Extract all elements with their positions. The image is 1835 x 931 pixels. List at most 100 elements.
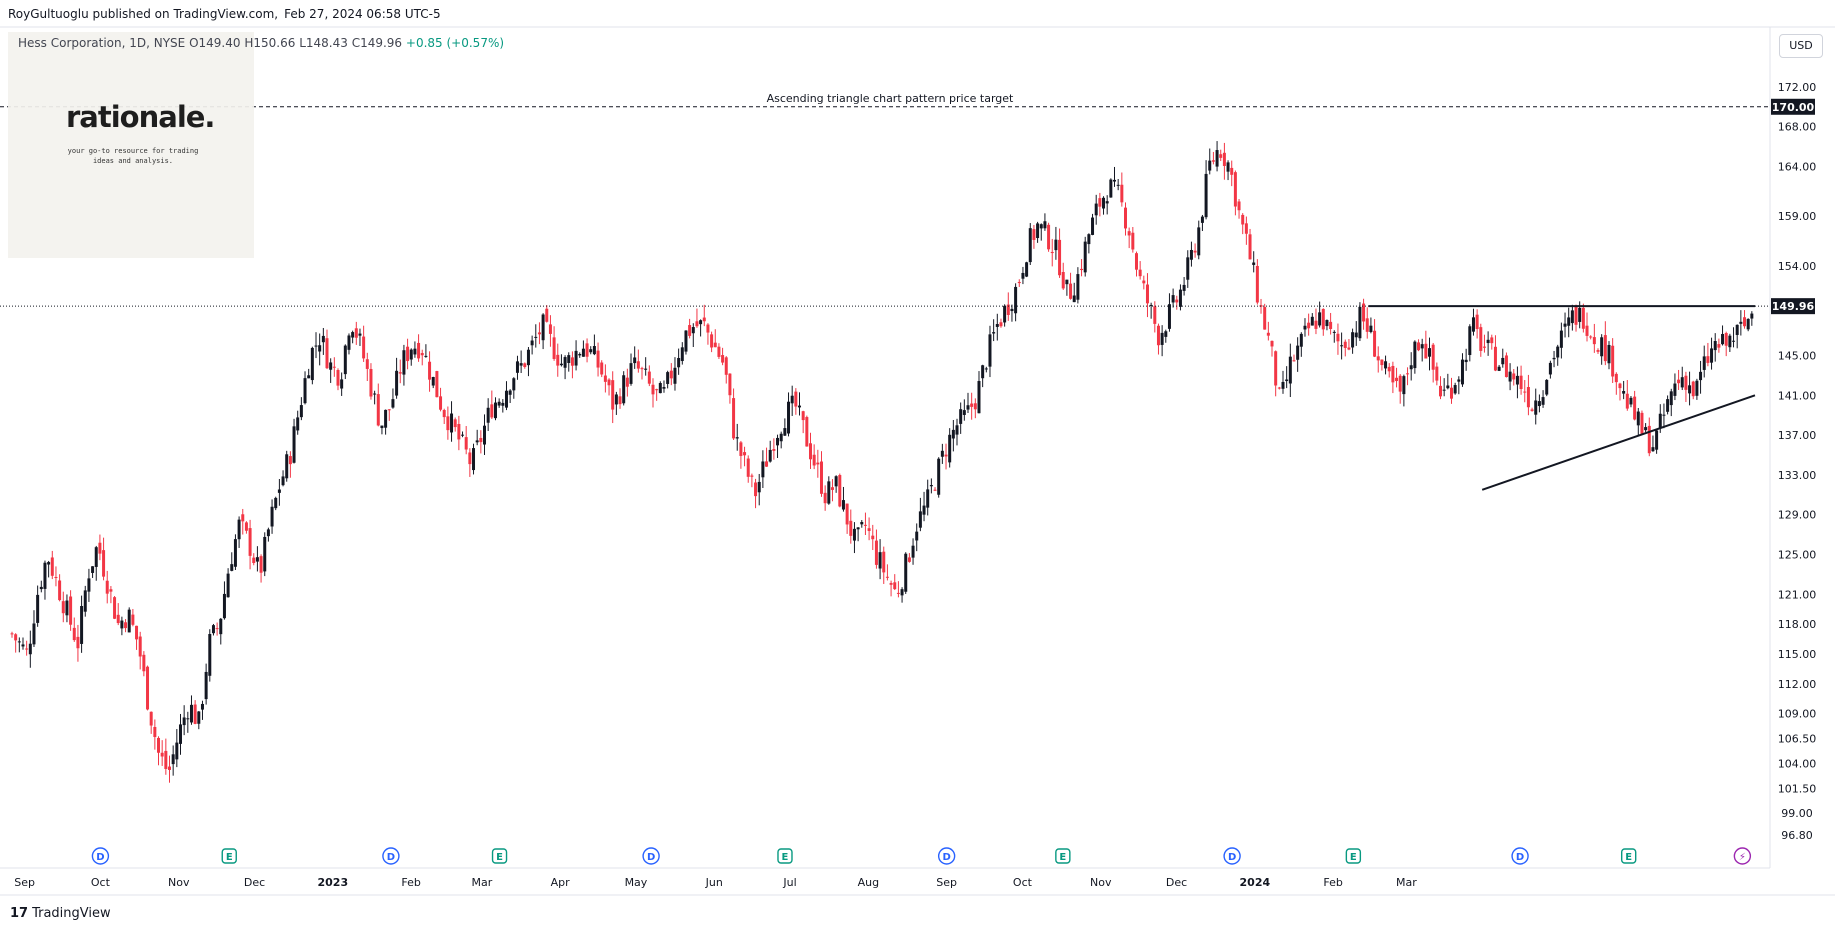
candle-body <box>94 547 98 567</box>
candle-body <box>1219 154 1223 158</box>
candle-body <box>142 654 146 672</box>
candle-body <box>1449 387 1453 399</box>
candle-body <box>105 580 109 594</box>
symbol-label: Hess Corporation, 1D, NYSE <box>18 36 186 50</box>
candle-body <box>530 340 534 346</box>
candle-body <box>1329 321 1333 329</box>
candle-body <box>380 425 384 429</box>
candle-body <box>1189 249 1193 260</box>
candle-body <box>1208 160 1212 171</box>
footer-brand[interactable]: 17 TradingView <box>10 906 111 921</box>
candle-body <box>808 443 812 460</box>
target-annotation: Ascending triangle chart pattern price t… <box>767 92 1014 105</box>
candle-body <box>497 401 501 406</box>
candle-body <box>1032 229 1036 240</box>
currency-button[interactable]: USD <box>1779 34 1823 58</box>
y-tick-label: 99.00 <box>1781 807 1813 820</box>
candle-body <box>501 402 505 406</box>
candle-body <box>310 347 314 381</box>
x-tick-label: Feb <box>1323 876 1342 889</box>
publish-timestamp: Feb 27, 2024 06:58 UTC-5 <box>284 7 441 21</box>
candle-body <box>1164 331 1168 337</box>
candle-body <box>765 461 769 467</box>
candle-body <box>153 726 157 738</box>
candle-body <box>1006 304 1010 315</box>
candle-body <box>702 317 706 322</box>
candle-body <box>1596 350 1600 352</box>
candle-body <box>266 529 270 537</box>
candle-body <box>1362 303 1366 322</box>
candle-body <box>113 597 117 619</box>
watermark-tagline: your go-to resource for trading ideas an… <box>67 147 199 165</box>
candle-body <box>860 522 864 525</box>
x-tick-label: Mar <box>1396 876 1417 889</box>
candle-body <box>146 666 150 710</box>
candle-body <box>109 589 113 592</box>
candle-body <box>1515 375 1519 385</box>
candle-body <box>1365 318 1369 332</box>
candle-body <box>1010 308 1014 312</box>
candle-body <box>157 737 161 753</box>
candle-body <box>1336 333 1340 342</box>
candle-body <box>589 349 593 353</box>
candle-body <box>885 576 889 578</box>
candle-body <box>468 452 472 465</box>
candle-body <box>1706 356 1710 363</box>
candle-body <box>1028 228 1032 263</box>
candle-body <box>1149 304 1153 306</box>
candle-body <box>138 636 142 657</box>
candle-body <box>798 405 802 408</box>
candle-body <box>1537 401 1541 407</box>
candle-body <box>651 384 655 395</box>
candle-body <box>1680 377 1684 388</box>
candle-body <box>1358 306 1362 339</box>
candle-body <box>160 752 164 757</box>
candle-body <box>666 372 670 384</box>
candle-body <box>732 398 736 439</box>
candle-body <box>1728 335 1732 348</box>
candle-body <box>244 522 248 531</box>
candle-body <box>428 361 432 380</box>
candle-body <box>629 363 633 384</box>
candle-body <box>1299 333 1303 347</box>
candle-body <box>1724 333 1728 346</box>
candle-body <box>1376 356 1380 361</box>
candle-body <box>365 359 369 369</box>
candle-body <box>248 528 252 556</box>
footer-brand-text: TradingView <box>32 906 111 921</box>
candle-body <box>1226 162 1230 172</box>
candle-body <box>54 576 58 578</box>
candle-body <box>882 551 886 573</box>
candle-body <box>1204 173 1208 218</box>
candle-body <box>1014 286 1018 314</box>
y-tick-label: 129.00 <box>1778 509 1817 522</box>
candle-body <box>1695 380 1699 396</box>
candle-body <box>1501 357 1505 365</box>
candle-body <box>1413 341 1417 369</box>
candle-body <box>874 540 878 565</box>
candle-body <box>1556 346 1560 358</box>
candle-body <box>581 348 585 357</box>
candle-body <box>493 402 497 419</box>
candle-body <box>28 643 32 655</box>
candle-body <box>1017 281 1021 284</box>
y-tick-label: 118.00 <box>1778 618 1817 631</box>
candle-body <box>1739 321 1743 324</box>
candle-body <box>523 363 527 368</box>
candle-body <box>1647 425 1651 454</box>
candle-body <box>614 394 618 405</box>
candle-body <box>801 411 805 421</box>
candle-body <box>541 314 545 341</box>
candle-body <box>91 566 95 573</box>
low-value: L148.43 <box>299 36 348 50</box>
candle-body <box>1248 234 1252 260</box>
candle-body <box>973 403 977 410</box>
candle-body <box>1285 379 1289 382</box>
candle-body <box>1043 221 1047 229</box>
candle-body <box>933 489 937 491</box>
candle-body <box>50 557 54 576</box>
candle-body <box>1453 385 1457 394</box>
candle-body <box>526 349 530 366</box>
candle-body <box>556 354 560 366</box>
